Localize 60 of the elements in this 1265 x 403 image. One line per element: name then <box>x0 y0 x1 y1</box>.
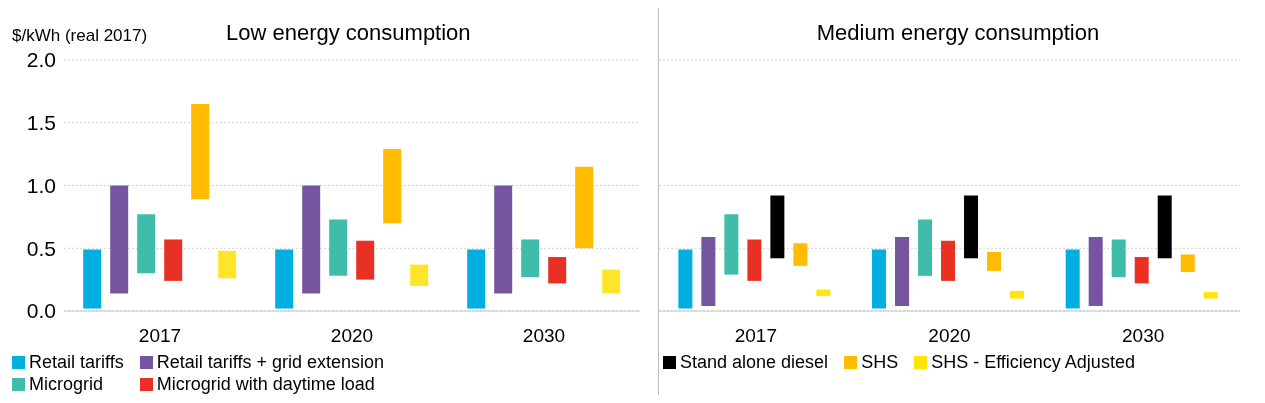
y-tick-label: 2.0 <box>26 48 56 72</box>
bar <box>275 249 294 309</box>
bar <box>383 149 402 224</box>
chart-title: Medium energy consumption <box>815 20 1101 46</box>
bar <box>1180 254 1195 273</box>
y-tick-label: 0.0 <box>26 299 56 323</box>
x-tick-label: 2020 <box>330 325 374 347</box>
legend-label: Stand alone diesel <box>680 351 829 373</box>
bar <box>1088 236 1103 306</box>
bar <box>678 249 693 309</box>
bar <box>1111 239 1126 278</box>
legend-label: Microgrid <box>29 373 104 395</box>
y-axis-title: $/kWh (real 2017) <box>11 26 149 46</box>
y-tick-label: 1.5 <box>26 111 56 135</box>
bar <box>747 239 762 281</box>
bar <box>137 214 156 274</box>
bar <box>793 243 808 266</box>
x-tick-label: 2017 <box>734 325 777 347</box>
bar <box>941 240 956 281</box>
legend-label: Retail tariffs <box>29 351 124 373</box>
bar <box>410 264 429 286</box>
bar <box>191 103 210 200</box>
bar <box>602 269 621 294</box>
bar <box>83 249 102 309</box>
legend-label: Microgrid with daytime load <box>156 373 375 395</box>
bar <box>987 252 1002 271</box>
bar <box>467 249 486 309</box>
chart-title: Low energy consumption <box>226 20 471 46</box>
bar <box>521 239 540 278</box>
bar <box>918 219 933 276</box>
legend-label: SHS <box>861 351 899 373</box>
bar <box>724 214 739 275</box>
bar <box>329 219 348 276</box>
x-tick-label: 2030 <box>1122 325 1165 347</box>
x-tick-label: 2017 <box>138 325 182 347</box>
legend-label: Retail tariffs + grid extension <box>156 351 384 373</box>
bar <box>895 236 910 306</box>
bar <box>964 195 979 259</box>
x-tick-label: 2030 <box>522 325 566 347</box>
bar <box>1157 195 1172 259</box>
bar <box>494 185 513 294</box>
bar <box>770 195 785 259</box>
bar <box>548 257 567 284</box>
bar <box>872 249 887 309</box>
bar <box>218 250 237 279</box>
legend-label: SHS - Efficiency Adjusted <box>931 351 1135 373</box>
bar <box>701 236 716 306</box>
bar <box>1010 290 1025 299</box>
y-tick-label: 0.5 <box>26 236 56 260</box>
bar <box>110 185 129 294</box>
bar <box>1065 249 1080 309</box>
bar <box>1203 292 1218 299</box>
bar <box>302 185 321 294</box>
bar <box>1134 257 1149 284</box>
y-tick-label: 1.0 <box>26 173 56 197</box>
bar <box>356 240 375 280</box>
x-tick-label: 2020 <box>928 325 971 347</box>
bar <box>816 289 831 296</box>
bar <box>575 166 594 249</box>
bar <box>164 239 183 281</box>
